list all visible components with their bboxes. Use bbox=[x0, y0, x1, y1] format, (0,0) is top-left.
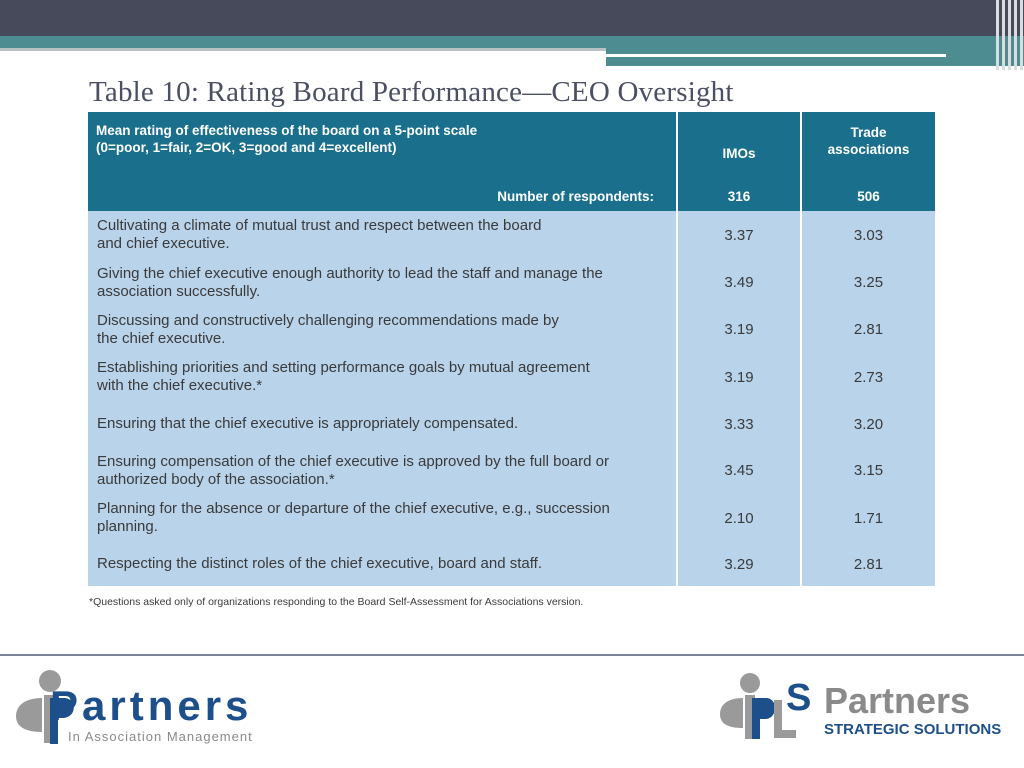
logo-right-name: Partners bbox=[824, 680, 971, 721]
question-cell: Discussing and constructively challengin… bbox=[88, 306, 678, 353]
question-cell: Giving the chief executive enough author… bbox=[88, 259, 678, 306]
question-cell: Ensuring compensation of the chief execu… bbox=[88, 447, 678, 494]
question-cell: Establishing priorities and setting perf… bbox=[88, 353, 678, 401]
trade-value: 2.73 bbox=[801, 353, 935, 401]
imos-value: 3.49 bbox=[677, 259, 802, 306]
table-row: Respecting the distinct roles of the chi… bbox=[88, 542, 935, 586]
respondents-trade: 506 bbox=[857, 189, 880, 204]
question-cell: Cultivating a climate of mutual trust an… bbox=[88, 211, 678, 259]
header-imos: IMOs 316 bbox=[677, 112, 802, 211]
svg-text:S: S bbox=[786, 677, 811, 719]
header-trade-associations: Trade associations 506 bbox=[801, 112, 935, 211]
table-row: Ensuring compensation of the chief execu… bbox=[88, 447, 935, 494]
logo-left-name: Partners bbox=[50, 682, 253, 729]
trade-value: 3.25 bbox=[801, 259, 935, 306]
imos-value: 3.29 bbox=[677, 542, 802, 586]
imos-value: 3.33 bbox=[677, 401, 802, 447]
logo-right-tagline: STRATEGIC SOLUTIONS bbox=[824, 721, 1002, 738]
trade-value: 1.71 bbox=[801, 494, 935, 542]
header-dark-bar bbox=[0, 0, 1024, 36]
trade-value: 3.03 bbox=[801, 211, 935, 259]
table-row: Establishing priorities and setting perf… bbox=[88, 353, 935, 401]
imos-value: 2.10 bbox=[677, 494, 802, 542]
header-gray-line bbox=[0, 48, 606, 51]
footer-divider bbox=[0, 654, 1024, 656]
question-cell: Ensuring that the chief executive is app… bbox=[88, 401, 678, 447]
table-row: Giving the chief executive enough author… bbox=[88, 259, 935, 306]
table-header-row: Mean rating of effectiveness of the boar… bbox=[88, 112, 935, 211]
header-white-line bbox=[606, 54, 946, 57]
imos-value: 3.45 bbox=[677, 447, 802, 494]
partners-strategic-logo: S Partners STRATEGIC SOLUTIONS bbox=[720, 672, 1001, 742]
trade-value: 2.81 bbox=[801, 542, 935, 586]
imos-value: 3.19 bbox=[677, 306, 802, 353]
respondents-imos: 316 bbox=[727, 189, 751, 204]
header-description: Mean rating of effectiveness of the boar… bbox=[88, 112, 678, 211]
logo-left-tagline: In Association Management bbox=[68, 729, 253, 744]
question-cell: Planning for the absence or departure of… bbox=[88, 494, 678, 542]
table-row: Planning for the absence or departure of… bbox=[88, 494, 935, 542]
ratings-table: Mean rating of effectiveness of the boar… bbox=[88, 112, 935, 586]
table-row: Discussing and constructively challengin… bbox=[88, 306, 935, 353]
table-row: Ensuring that the chief executive is app… bbox=[88, 401, 935, 447]
imos-value: 3.19 bbox=[677, 353, 802, 401]
trade-value: 2.81 bbox=[801, 306, 935, 353]
slide-title: Table 10: Rating Board Performance—CEO O… bbox=[89, 76, 734, 108]
trade-value: 3.15 bbox=[801, 447, 935, 494]
header-teal-bar bbox=[0, 36, 1024, 48]
question-cell: Respecting the distinct roles of the chi… bbox=[88, 542, 678, 586]
partners-association-logo: Partners In Association Management bbox=[16, 668, 278, 748]
corner-stripes bbox=[992, 0, 1024, 70]
header-teal-step bbox=[606, 48, 1024, 66]
respondents-label: Number of respondents: bbox=[497, 189, 654, 204]
footnote: *Questions asked only of organizations r… bbox=[89, 596, 584, 608]
imos-value: 3.37 bbox=[677, 211, 802, 259]
partners-person-icon bbox=[16, 670, 74, 744]
trade-value: 3.20 bbox=[801, 401, 935, 447]
table-row: Cultivating a climate of mutual trust an… bbox=[88, 211, 935, 259]
pls-person-icon: S bbox=[720, 673, 811, 739]
